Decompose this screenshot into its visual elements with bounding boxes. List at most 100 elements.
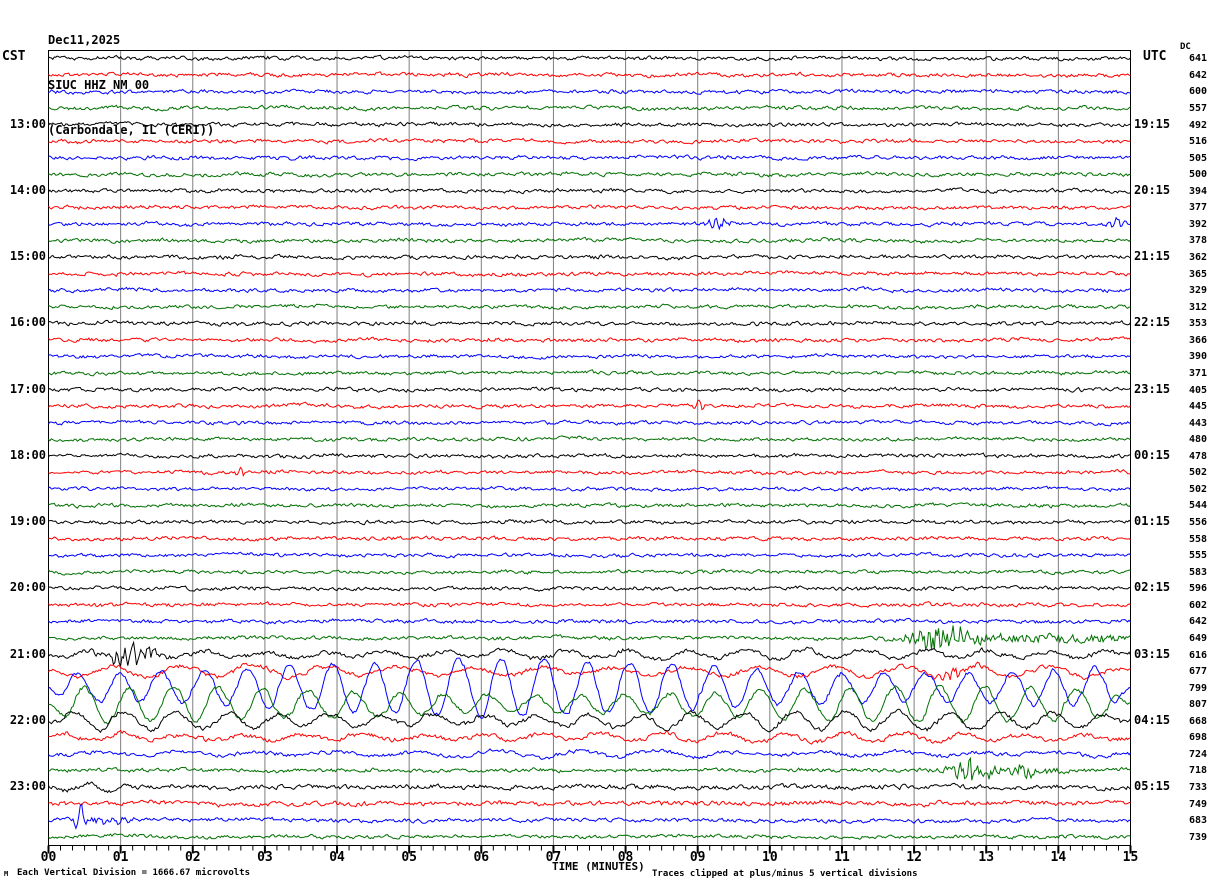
x-tick-label: 05: [401, 850, 417, 865]
seismogram-trace: [48, 756, 1131, 781]
dc-offset-value: 557: [1188, 102, 1207, 114]
dc-offset-value: 642: [1188, 69, 1207, 81]
seismogram-trace: [48, 187, 1131, 195]
left-timezone-header: CST: [2, 49, 26, 64]
cst-hour-label: 17:00: [9, 381, 46, 396]
seismogram-trace: [48, 270, 1131, 278]
dc-offset-value: 516: [1188, 136, 1207, 148]
dc-offset-value: 443: [1188, 417, 1207, 429]
cst-hour-label: 19:00: [9, 514, 46, 529]
seismogram-trace: [48, 551, 1131, 559]
seismogram-trace: [48, 137, 1131, 145]
dc-offset-value: 749: [1188, 798, 1207, 810]
dc-offset-value: 641: [1188, 53, 1207, 65]
corner-mark: M: [4, 870, 9, 878]
dc-offset-value: 556: [1188, 517, 1207, 529]
seismogram-trace: [48, 352, 1131, 361]
seismogram-trace: [48, 781, 1131, 794]
dc-offset-value: 677: [1188, 666, 1207, 678]
seismogram-trace: [48, 369, 1131, 377]
x-tick-label: 10: [762, 850, 778, 865]
dc-offset-value: 445: [1188, 401, 1207, 413]
seismogram-trace: [48, 803, 1131, 830]
dc-offset-value: 668: [1188, 715, 1207, 727]
cst-hour-label: 23:00: [9, 779, 46, 794]
dc-offset-value: 480: [1188, 434, 1207, 446]
seismogram-trace: [48, 303, 1131, 311]
x-axis-label: TIME (MINUTES): [552, 860, 645, 873]
utc-hour-label: 22:15: [1134, 315, 1171, 330]
utc-hour-label: 20:15: [1134, 182, 1171, 197]
utc-hour-label: 03:15: [1134, 646, 1171, 661]
dc-offset-value: 362: [1188, 252, 1207, 264]
seismogram-trace: [48, 104, 1131, 112]
dc-offset-value: 799: [1188, 682, 1207, 694]
dc-offset-value: 502: [1188, 467, 1207, 479]
seismogram-trace: [48, 685, 1131, 725]
dc-offset-value: 492: [1188, 119, 1207, 131]
dc-offset-value: 807: [1188, 699, 1207, 711]
dc-offset-value: 329: [1188, 285, 1207, 297]
seismogram-trace: [48, 88, 1131, 95]
dc-offset-value: 366: [1188, 334, 1207, 346]
cst-hour-label: 20:00: [9, 580, 46, 595]
dc-offset-value: 602: [1188, 599, 1207, 611]
title-location: (Carbondale, IL (CERI)): [48, 123, 215, 137]
dc-offset-value: 353: [1188, 318, 1207, 330]
dc-offset-value: 642: [1188, 616, 1207, 628]
seismogram-trace: [48, 657, 1131, 719]
dc-offset-value: 392: [1188, 218, 1207, 230]
seismogram-trace: [48, 121, 1131, 128]
dc-offset-value: 649: [1188, 632, 1207, 644]
utc-hour-label: 04:15: [1134, 712, 1171, 727]
seismogram-trace: [48, 601, 1131, 608]
seismogram-trace: [48, 419, 1131, 427]
dc-offset-value: 371: [1188, 367, 1207, 379]
cst-hour-label: 15:00: [9, 249, 46, 264]
seismogram-trace: [48, 625, 1131, 651]
dc-offset-value: 555: [1188, 550, 1207, 562]
dc-offset-value: 544: [1188, 500, 1207, 512]
seismogram-trace: [48, 319, 1131, 327]
seismogram-trace: [48, 154, 1131, 162]
dc-offset-value: 390: [1188, 351, 1207, 363]
x-tick-label: 11: [834, 850, 850, 865]
utc-hour-label: 01:15: [1134, 514, 1171, 529]
x-tick-label: 13: [978, 850, 995, 865]
x-tick-label: 09: [689, 850, 706, 865]
utc-hour-label: 21:15: [1134, 249, 1171, 264]
cst-hour-label: 13:00: [9, 116, 46, 131]
dc-offset-value: 558: [1188, 533, 1207, 545]
seismogram-trace: [48, 236, 1131, 244]
seismogram-trace: [48, 535, 1131, 542]
dc-offset-value: 733: [1188, 782, 1207, 794]
dc-offset-value: 405: [1188, 384, 1207, 396]
seismogram-trace: [48, 519, 1131, 526]
seismogram-trace: [48, 585, 1131, 592]
cst-hour-label: 16:00: [9, 315, 46, 330]
seismogram-trace: [48, 833, 1131, 840]
dc-offset-value: 596: [1188, 583, 1207, 595]
dc-offset-value: 718: [1188, 765, 1207, 777]
seismogram-trace: [48, 466, 1131, 477]
dc-offset-value: 739: [1188, 831, 1207, 843]
title-date: Dec11,2025: [48, 33, 121, 47]
dc-offset-value: 378: [1188, 235, 1207, 247]
utc-hour-label: 05:15: [1134, 779, 1171, 794]
dc-offset-value: 312: [1188, 301, 1207, 313]
seismogram-trace: [48, 485, 1131, 493]
x-tick-label: 03: [257, 850, 273, 865]
seismogram-trace: [48, 748, 1131, 760]
dc-offset-value: 724: [1188, 748, 1207, 760]
cst-hour-label: 14:00: [9, 182, 46, 197]
x-tick-label: 15: [1122, 850, 1139, 865]
x-tick-label: 14: [1050, 850, 1067, 865]
seismogram-trace: [48, 799, 1131, 808]
seismogram-trace: [48, 729, 1131, 745]
x-tick-label: 06: [473, 850, 490, 865]
seismogram-trace: [48, 708, 1131, 734]
seismogram-trace: [48, 502, 1131, 509]
seismogram-trace: [48, 640, 1131, 667]
seismogram-trace: [48, 399, 1131, 411]
x-tick-label: 02: [184, 850, 201, 865]
